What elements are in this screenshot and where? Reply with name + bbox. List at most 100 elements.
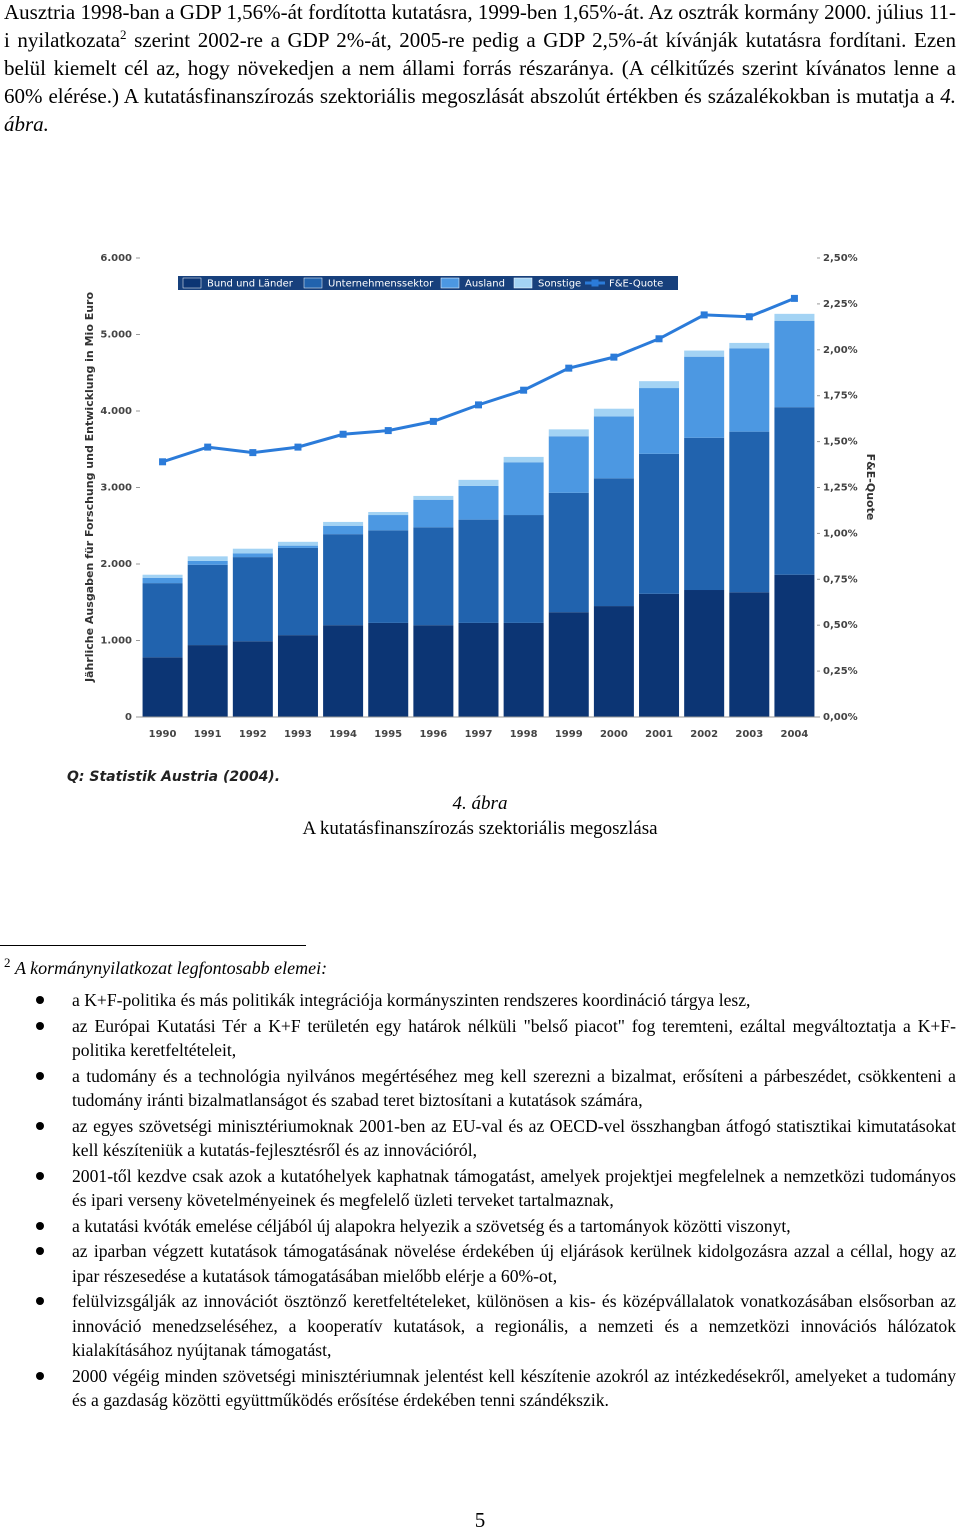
bar-segment bbox=[548, 436, 589, 493]
bar-segment bbox=[187, 564, 228, 646]
bar-segment bbox=[458, 485, 499, 520]
figure-ref: 4. ábra. bbox=[4, 84, 956, 136]
bar-segment bbox=[503, 462, 544, 516]
x-tick-label: 1994 bbox=[329, 729, 357, 740]
y2-tick-label: 1,50% bbox=[823, 437, 858, 448]
bar-segment bbox=[684, 350, 725, 357]
y2-axis-label: F&E-Quote bbox=[864, 454, 877, 521]
line-marker bbox=[339, 430, 347, 438]
bar-segment bbox=[639, 381, 680, 389]
page-number: 5 bbox=[474, 1508, 486, 1532]
x-tick-label: 2003 bbox=[735, 729, 763, 740]
legend-swatch bbox=[440, 277, 460, 289]
footnote-mark: 2 bbox=[4, 955, 11, 970]
chart: Jährliche Ausgaben für Forschung und Ent… bbox=[67, 253, 877, 785]
bar-segment bbox=[277, 547, 318, 636]
footnote-title: 2 A kormánynyilatkozat legfontosabb elem… bbox=[4, 955, 327, 979]
bar-segment bbox=[503, 515, 544, 623]
line-marker bbox=[429, 417, 437, 425]
y2-tick-label: 1,00% bbox=[823, 528, 858, 539]
bar-segment bbox=[548, 612, 589, 717]
y-tick-label: 5.000 bbox=[100, 330, 132, 341]
y-tick-label: 2.000 bbox=[100, 559, 132, 570]
bar-segment bbox=[232, 548, 273, 554]
bar-segment bbox=[593, 606, 634, 717]
bar-segment bbox=[729, 431, 770, 593]
y2-tick-label: 2,50% bbox=[823, 253, 858, 264]
bar-segment bbox=[187, 645, 228, 717]
y2-tick-label: 2,00% bbox=[823, 345, 858, 356]
x-tick-label: 1995 bbox=[374, 729, 402, 740]
x-tick-label: 1997 bbox=[465, 729, 493, 740]
y2-tick-label: 1,25% bbox=[823, 483, 858, 494]
legend-label: Ausland bbox=[465, 279, 505, 290]
bar-segment bbox=[729, 348, 770, 432]
x-tick-label: 1993 bbox=[284, 729, 312, 740]
line-marker bbox=[610, 353, 618, 361]
line-marker bbox=[384, 427, 392, 435]
legend-label: F&E-Quote bbox=[609, 279, 663, 290]
legend-swatch bbox=[303, 277, 323, 289]
bar-segment bbox=[729, 342, 770, 349]
x-tick-label: 1999 bbox=[555, 729, 583, 740]
footnote-rule bbox=[0, 945, 306, 946]
bar-segment bbox=[684, 437, 725, 591]
line-marker bbox=[700, 311, 708, 319]
bar-segment bbox=[323, 521, 364, 526]
bar-segment bbox=[277, 545, 318, 548]
bar-segment bbox=[774, 313, 815, 321]
bar-segment bbox=[548, 429, 589, 437]
bar-segment bbox=[413, 527, 454, 626]
bar-segment bbox=[458, 622, 499, 717]
bar-segment bbox=[548, 492, 589, 613]
bar-segment bbox=[187, 560, 228, 565]
y2-tick-label: 0,00% bbox=[823, 712, 858, 723]
x-tick-label: 1996 bbox=[419, 729, 447, 740]
bar-segment bbox=[503, 456, 544, 463]
footnote-item: felülvizsgálják az innovációt ösztönző k… bbox=[36, 1289, 956, 1363]
bar-segment bbox=[413, 495, 454, 500]
line-marker bbox=[159, 458, 167, 466]
line-marker bbox=[294, 443, 302, 451]
caption-number: 4. ábra bbox=[452, 793, 508, 814]
bar-segment bbox=[639, 388, 680, 454]
y-tick-label: 0 bbox=[125, 712, 132, 723]
line-marker bbox=[790, 294, 798, 302]
bar-segment bbox=[593, 478, 634, 607]
bar-segment bbox=[593, 408, 634, 417]
line-marker bbox=[475, 401, 482, 409]
y-tick-label: 1.000 bbox=[100, 636, 132, 647]
x-tick-label: 1992 bbox=[239, 729, 267, 740]
bar-segment bbox=[413, 625, 454, 717]
footnote-item: 2001-től kezdve csak azok a kutatóhelyek… bbox=[36, 1164, 956, 1213]
y-tick-label: 6.000 bbox=[100, 253, 132, 264]
bar-segment bbox=[232, 553, 273, 558]
bar-segment bbox=[458, 479, 499, 486]
bar-segment bbox=[774, 407, 815, 575]
footnote-ref: 2 bbox=[120, 27, 127, 42]
bar-segment bbox=[593, 416, 634, 479]
source: Q: Statistik Austria (2004). bbox=[67, 769, 280, 785]
bar-segment bbox=[142, 574, 183, 578]
bar-segment bbox=[639, 593, 680, 717]
line-marker bbox=[249, 449, 257, 457]
y2-tick-label: 0,50% bbox=[823, 620, 858, 631]
footnote-item: a tudomány és a technológia nyilvános me… bbox=[36, 1064, 956, 1113]
bar-segment bbox=[323, 625, 364, 717]
bar-segment bbox=[684, 356, 725, 438]
footnote-item: az iparban végzett kutatások támogatásán… bbox=[36, 1239, 956, 1288]
bar-segment bbox=[774, 574, 815, 717]
bar-segment bbox=[684, 590, 725, 717]
y-tick-label: 4.000 bbox=[100, 406, 132, 417]
text: szerint 2002-re a GDP 2%-át, 2005-re ped… bbox=[4, 28, 956, 108]
bar-segment bbox=[368, 511, 409, 516]
x-tick-label: 1998 bbox=[510, 729, 538, 740]
line-marker bbox=[745, 313, 753, 321]
bar-segment bbox=[187, 556, 228, 561]
x-tick-label: 2002 bbox=[690, 729, 718, 740]
y2-tick-label: 0,75% bbox=[823, 574, 858, 585]
bar-segment bbox=[142, 583, 183, 658]
bar-segment bbox=[323, 525, 364, 535]
